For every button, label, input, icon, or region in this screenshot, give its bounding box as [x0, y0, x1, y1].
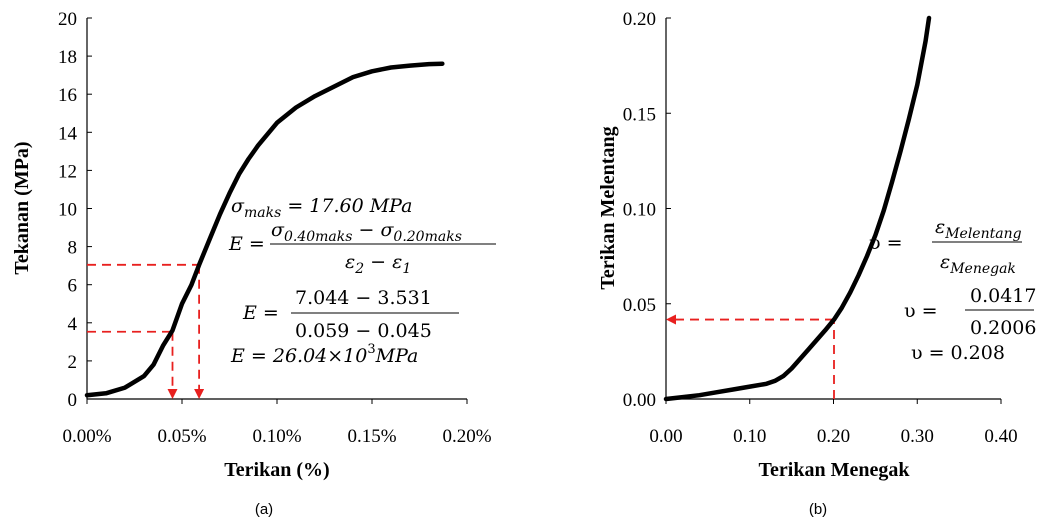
x-tick-label: 0.10	[733, 426, 766, 447]
panel-b-x-ticks: 0.00 0.10 0.20 0.30 0.40	[649, 399, 1018, 447]
e-values-numerator: 7.044 − 3.531	[295, 287, 432, 309]
panel-a-x-ticks: 0.00% 0.05% 0.10% 0.15% 0.20%	[62, 399, 492, 447]
nu-result: υ = 0.208	[911, 342, 1005, 364]
nu-values-numerator: 0.0417	[970, 285, 1036, 307]
y-tick-label: 8	[68, 238, 78, 259]
panel-b: 0.00 0.05 0.10 0.15 0.20 0.00 0.10 0.20 0.30 0.4…	[597, 9, 1036, 518]
e-values-lhs: E =	[242, 302, 279, 324]
nu-formula-numerator: εMelentang	[935, 216, 1022, 242]
panel-a-curve	[84, 61, 445, 398]
y-tick-label: 18	[58, 47, 77, 68]
nu-formula-denominator: εMenegak	[940, 251, 1016, 277]
nu-values-denominator: 0.2006	[970, 317, 1036, 339]
y-tick-label: 12	[58, 161, 77, 182]
e-formula-numerator: σ0.40maks − σ0.20maks	[271, 219, 462, 245]
nu-formula-lhs: υ =	[869, 232, 903, 254]
x-tick-label: 0.15%	[347, 426, 396, 447]
y-tick-label: 2	[68, 352, 78, 373]
e-formula-lhs: E =	[228, 233, 265, 255]
x-tick-label: 0.10%	[252, 426, 301, 447]
panel-a-xlabel: Terikan (%)	[224, 459, 329, 481]
y-tick-label: 20	[58, 9, 77, 30]
x-tick-label: 0.00	[649, 426, 682, 447]
y-tick-label: 14	[58, 123, 78, 144]
e-values-denominator: 0.059 − 0.045	[295, 320, 432, 342]
panel-b-curve	[663, 15, 932, 402]
y-tick-label: 4	[68, 314, 78, 335]
panel-a-ylabel: Tekanan (MPa)	[11, 141, 33, 274]
panel-a-y-ticks: 0 2 4 6 8 10 12 14 16 18 20	[58, 9, 92, 411]
y-tick-label: 0	[68, 390, 78, 411]
y-tick-label: 0.10	[623, 200, 656, 221]
x-tick-label: 0.20%	[442, 426, 491, 447]
y-tick-label: 10	[58, 200, 77, 221]
panel-b-equations: υ = εMelentang εMenegak υ = 0.0417 0.200…	[869, 216, 1036, 364]
y-tick-label: 0.00	[623, 390, 656, 411]
sigma-max-equation: σmaks = 17.60 MPa	[231, 195, 412, 221]
e-formula-denominator: ε2 − ε1	[345, 251, 411, 277]
x-tick-label: 0.40	[984, 426, 1017, 447]
panel-a-guides	[87, 263, 205, 399]
y-tick-label: 0.15	[623, 104, 656, 125]
panel-b-guides	[666, 314, 835, 399]
panel-b-y-ticks: 0.00 0.05 0.10 0.15 0.20	[623, 9, 671, 411]
x-tick-label: 0.30	[901, 426, 934, 447]
x-tick-label: 0.05%	[157, 426, 206, 447]
nu-values-lhs: υ =	[904, 300, 938, 322]
y-tick-label: 0.20	[623, 9, 656, 30]
y-tick-label: 16	[58, 85, 77, 106]
panel-b-ylabel: Terikan Melentang	[597, 126, 619, 289]
e-result: E = 26.04×103MPa	[230, 342, 418, 367]
panel-b-xlabel: Terikan Menegak	[759, 459, 911, 481]
panel-b-caption: (b)	[809, 501, 827, 518]
y-tick-label: 0.05	[623, 295, 656, 316]
x-tick-label: 0.20	[817, 426, 850, 447]
x-tick-label: 0.00%	[62, 426, 111, 447]
panel-a-caption: (a)	[255, 501, 273, 518]
y-tick-label: 6	[68, 276, 78, 297]
panel-a-equations: σmaks = 17.60 MPa E = σ0.40maks − σ0.20m…	[228, 195, 496, 367]
